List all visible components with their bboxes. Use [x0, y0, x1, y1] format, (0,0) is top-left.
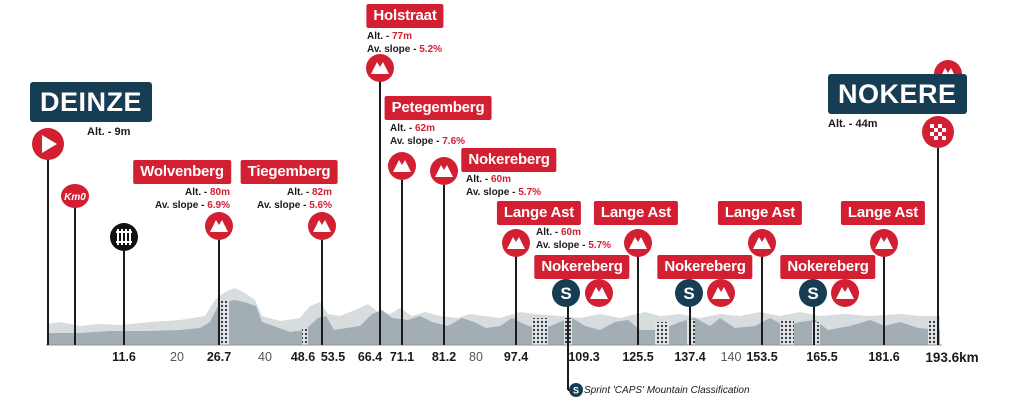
climb-label-wolvenberg: Wolvenberg	[133, 160, 231, 184]
km-marker: 20	[170, 350, 184, 364]
km-marker: 109.3	[568, 350, 600, 364]
km-marker: 125.5	[622, 350, 654, 364]
km-marker: 140	[720, 350, 742, 364]
start-altitude: Alt. - 9m	[87, 126, 131, 138]
svg-text:Km0: Km0	[64, 192, 86, 203]
legend-sprint-icon: S	[569, 383, 583, 397]
sprint-label-nokereberg: Nokereberg	[657, 255, 753, 279]
climb-info-wolvenberg: Alt. - 80m Av. slope - 6.9%	[154, 187, 230, 211]
finish-altitude: Alt. - 44m	[828, 118, 878, 130]
km-marker: 53.5	[320, 350, 346, 364]
km-marker: 48.6	[290, 350, 316, 364]
svg-text:S: S	[683, 284, 694, 303]
sprint-icon: S	[675, 279, 703, 307]
km-marker: 137.4	[674, 350, 706, 364]
sprint-icons: S S S S	[552, 279, 827, 397]
km-marker: 153.5	[746, 350, 778, 364]
climb-label-nokereberg: Nokereberg	[461, 148, 557, 172]
mountain-icon	[585, 279, 613, 307]
finish-town-label: NOKERE	[828, 74, 967, 114]
mountain-icon	[430, 157, 458, 185]
km-marker: 181.6	[868, 350, 900, 364]
climb-label-petegemberg: Petegemberg	[384, 96, 492, 120]
sprint-icon: S	[552, 279, 580, 307]
km-marker-total: 193.6km	[925, 350, 979, 365]
finish-flag-icon	[922, 116, 954, 148]
sprint-label-nokereberg: Nokereberg	[780, 255, 876, 279]
svg-text:S: S	[573, 386, 579, 396]
km-marker: 26.7	[206, 350, 232, 364]
km-marker: 81.2	[431, 350, 457, 364]
railway-crossing-icon	[110, 223, 138, 251]
mountain-icon	[748, 229, 776, 257]
start-icon	[32, 128, 64, 160]
start-town-label: DEINZE	[30, 82, 153, 122]
km-marker: 40	[258, 350, 272, 364]
climb-label-lange-ast: Lange Ast	[593, 201, 679, 225]
svg-text:S: S	[560, 284, 571, 303]
mountain-icon	[388, 152, 416, 180]
climb-label-holstraat: Holstraat	[366, 4, 444, 28]
km-marker: 165.5	[806, 350, 838, 364]
svg-text:S: S	[807, 284, 818, 303]
sprint-icon: S	[799, 279, 827, 307]
mountain-icon	[502, 229, 530, 257]
km-marker: 11.6	[112, 350, 136, 364]
mountain-icon	[707, 279, 735, 307]
mountain-icon	[366, 54, 394, 82]
profile-terrain-front	[48, 300, 940, 345]
climb-info-tiegemberg: Alt. - 82m Av. slope - 5.6%	[256, 187, 332, 211]
mountain-icons	[205, 54, 962, 307]
km-marker: 80	[469, 350, 483, 364]
mountain-icon	[624, 229, 652, 257]
marker-lines	[47, 82, 939, 391]
mountain-icon	[870, 229, 898, 257]
km-marker: 66.4	[357, 350, 383, 364]
km-marker: 71.1	[389, 350, 415, 364]
mountain-icon	[831, 279, 859, 307]
km-marker: 97.4	[503, 350, 529, 364]
climb-label-tiegemberg: Tiegemberg	[240, 160, 338, 184]
climb-info-petegemberg: Alt. - 62m Av. slope - 7.6%	[390, 123, 466, 147]
climb-info-nokereberg: Alt. - 60m Av. slope - 5.7%	[466, 174, 542, 198]
climb-info-holstraat: Alt. - 77m Av. slope - 5.2%	[367, 31, 443, 55]
sprint-label-nokereberg: Nokereberg	[534, 255, 630, 279]
km0-icon: Km0	[61, 184, 89, 208]
mountain-icon	[205, 212, 233, 240]
climb-label-lange-ast: Lange Ast	[717, 201, 803, 225]
climb-label-lange-ast: Lange Ast	[840, 201, 926, 225]
climb-info-lange-ast: Alt. - 60m Av. slope - 5.7%	[536, 227, 612, 251]
legend-text: Sprint 'CAPS' Mountain Classification	[584, 385, 750, 396]
climb-label-lange-ast: Lange Ast	[496, 201, 582, 225]
mountain-icon	[308, 212, 336, 240]
